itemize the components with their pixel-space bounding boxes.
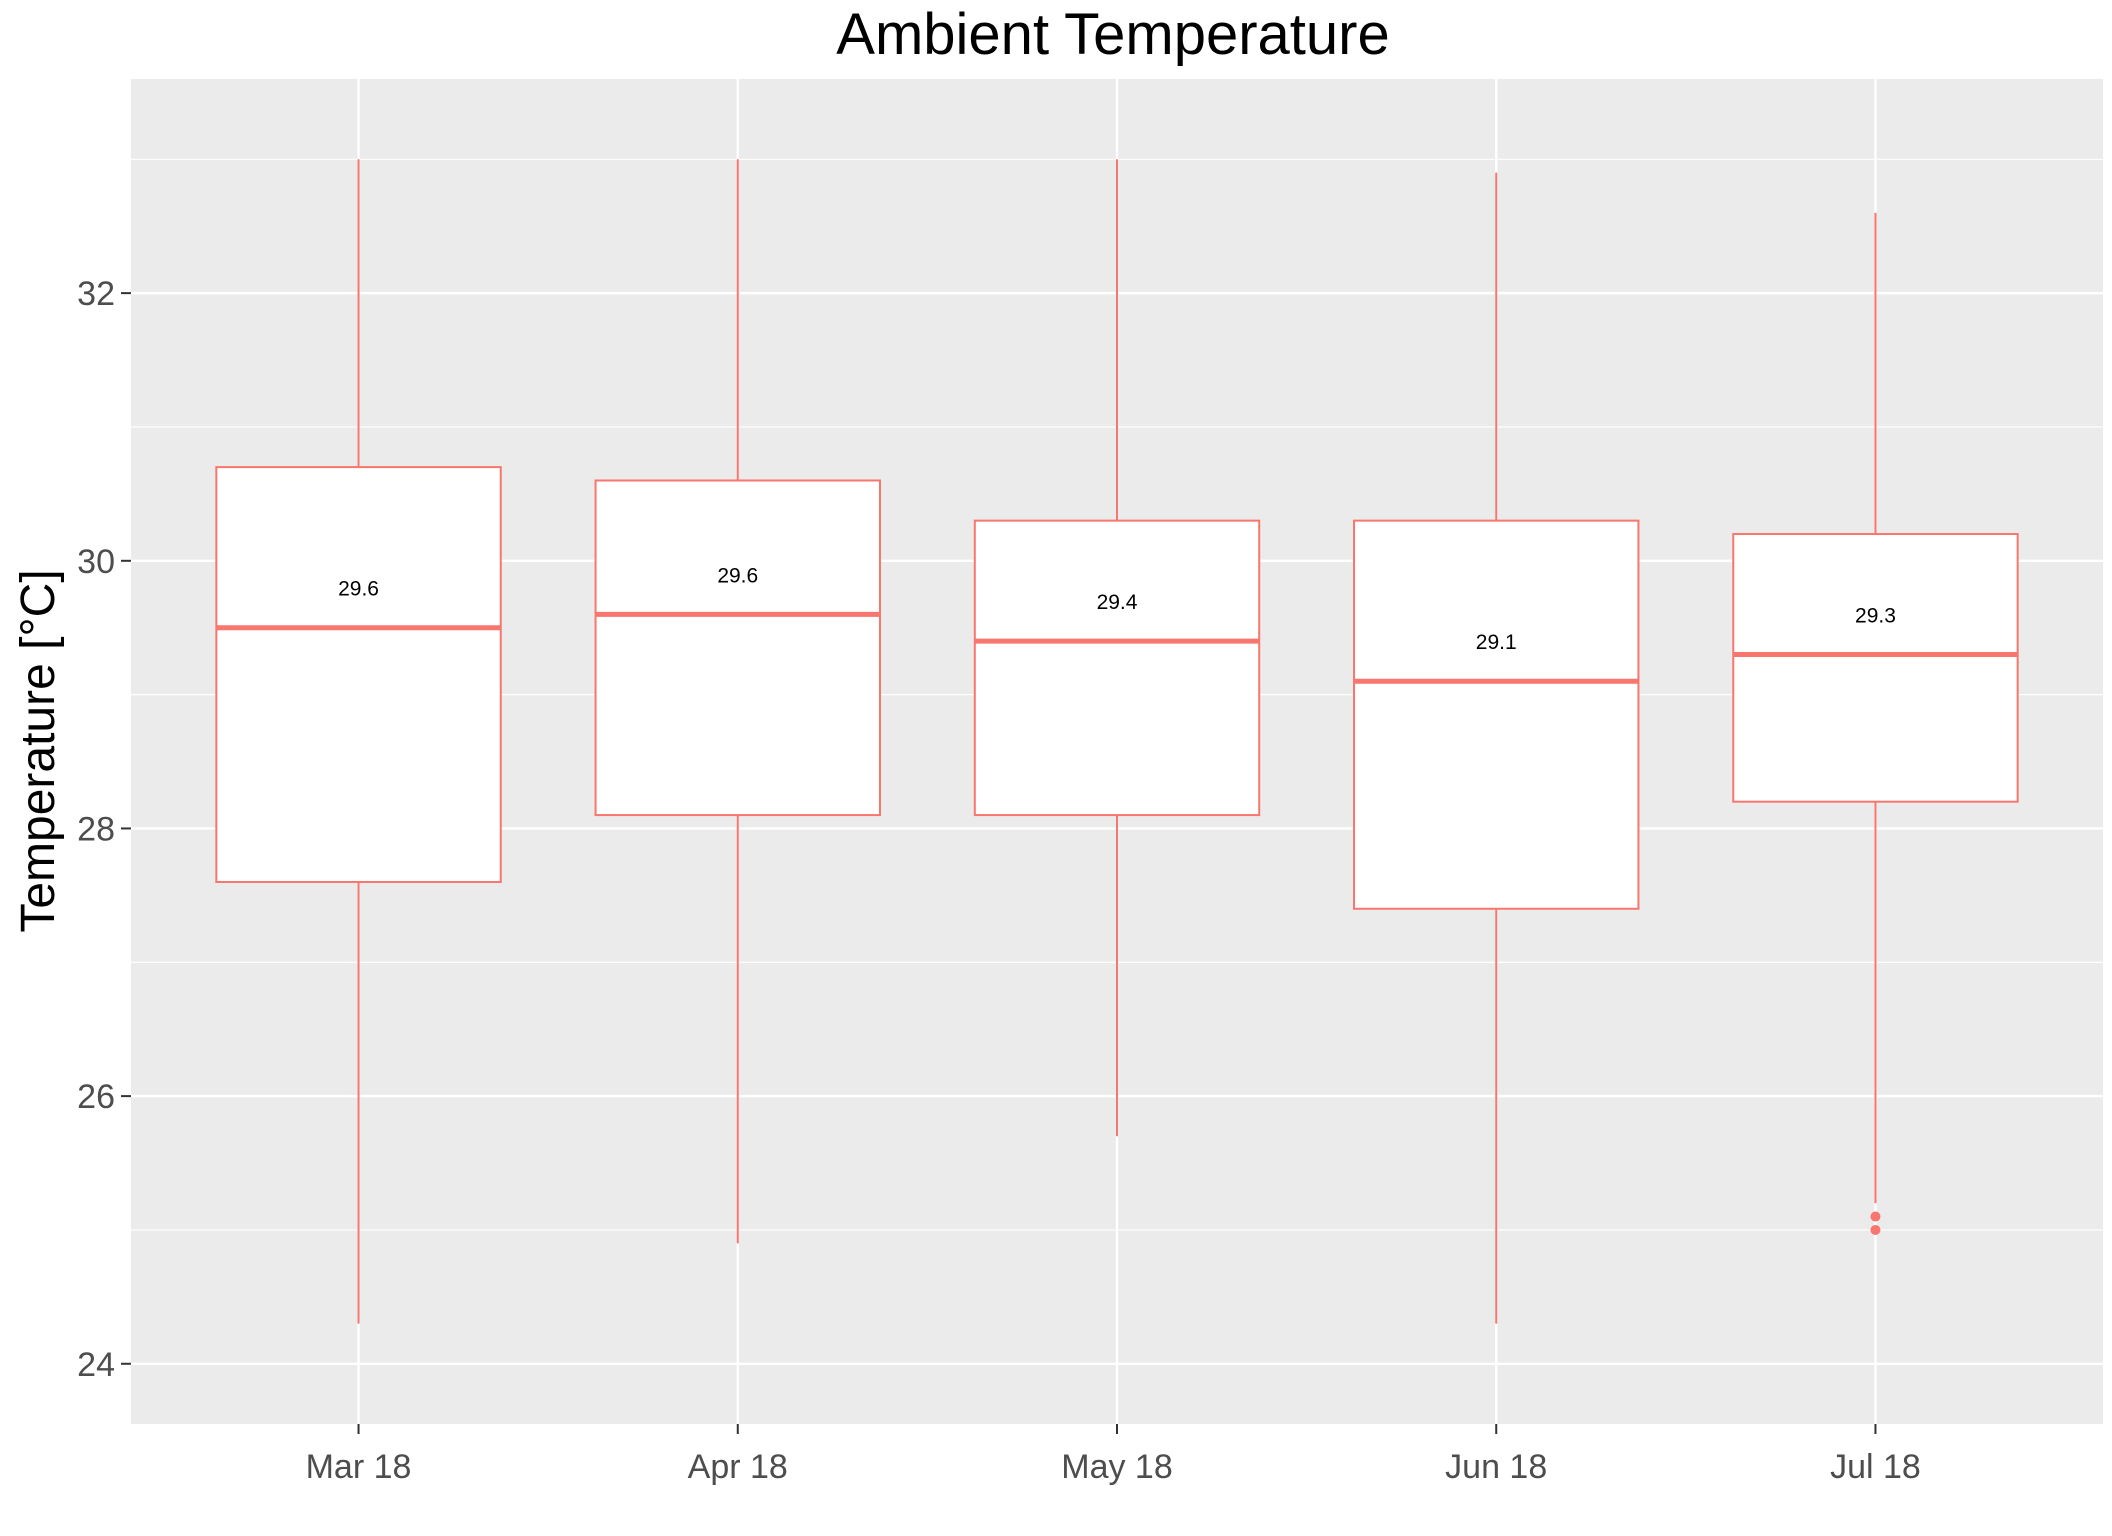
x-tick-label: Jun 18 <box>1445 1448 1547 1486</box>
outlier-point <box>1870 1211 1881 1222</box>
y-tick-label: 26 <box>77 1078 115 1116</box>
y-tick-label: 28 <box>77 810 115 848</box>
outlier-point <box>1870 1224 1881 1235</box>
box-apr-18: 29.6 <box>594 159 881 1244</box>
box-iqr <box>594 479 881 817</box>
box-iqr <box>1732 533 2019 803</box>
box-may-18: 29.4 <box>973 159 1261 1137</box>
chart-title: Ambient Temperature <box>836 2 1389 67</box>
median-label: 29.1 <box>1476 631 1517 654</box>
x-tick-label: Mar 18 <box>306 1448 412 1486</box>
x-tick-label: Apr 18 <box>688 1448 788 1486</box>
y-tick-label: 32 <box>77 275 115 313</box>
x-tick-label: Jul 18 <box>1830 1448 1921 1486</box>
median-label: 29.3 <box>1855 604 1896 627</box>
median-label: 29.6 <box>717 564 758 587</box>
box-iqr <box>1353 519 1640 910</box>
box-mar-18: 29.6 <box>215 159 502 1324</box>
y-axis-label: Temperature [°C] <box>12 569 65 932</box>
median-label: 29.6 <box>338 578 379 601</box>
median-label: 29.4 <box>1097 591 1138 614</box>
x-tick-label: May 18 <box>1061 1448 1173 1486</box>
box-iqr <box>215 466 502 883</box>
box-jul-18: 29.3 <box>1732 212 2019 1235</box>
axes: 24 26 28 30 32 Mar 18 Apr 18 May 18 Jun 18 Jul 18 <box>77 275 1921 1486</box>
y-tick-label: 30 <box>77 543 115 581</box>
box-iqr <box>973 519 1261 817</box>
box-jun-18: 29.1 <box>1353 172 1640 1324</box>
y-tick-label: 24 <box>77 1346 115 1384</box>
boxes: 29.6 29.6 29.4 29.1 29.3 <box>215 159 2019 1324</box>
